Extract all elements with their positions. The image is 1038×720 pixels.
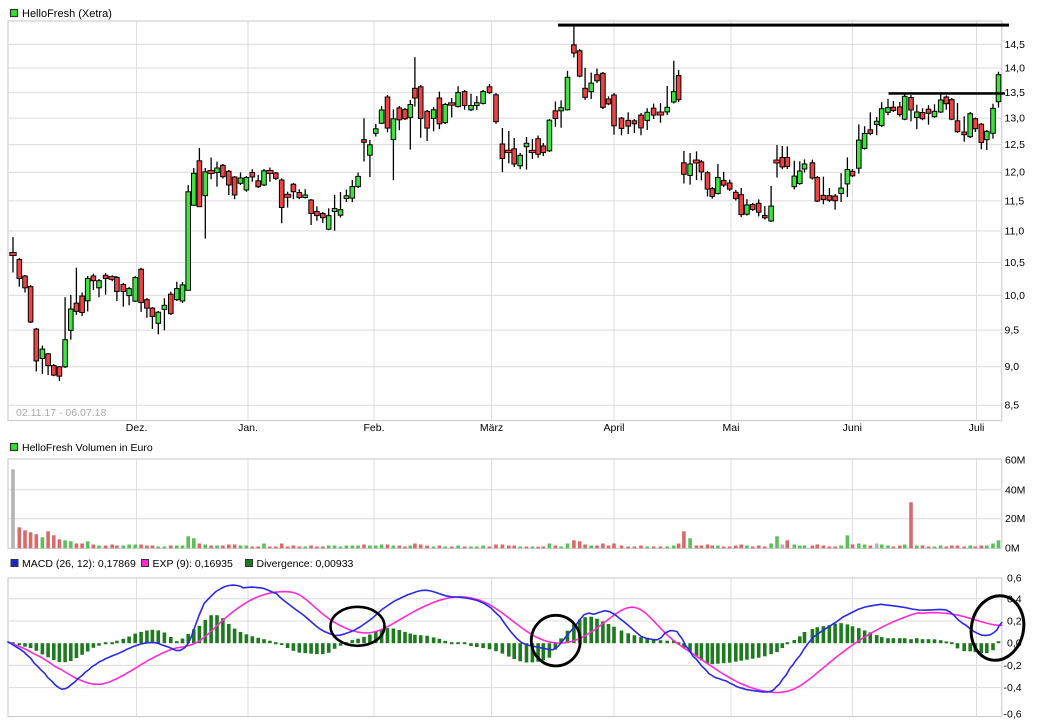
svg-text:-0,2: -0,2 (1004, 660, 1022, 672)
svg-text:12,5: 12,5 (1005, 139, 1026, 151)
svg-text:14,0: 14,0 (1005, 63, 1026, 75)
svg-text:02.11.17 - 06.07.18: 02.11.17 - 06.07.18 (16, 407, 106, 419)
svg-text:Jan.: Jan. (238, 422, 258, 434)
svg-text:10,0: 10,0 (1005, 290, 1026, 302)
svg-text:9,5: 9,5 (1005, 325, 1020, 337)
svg-text:13,0: 13,0 (1005, 113, 1026, 125)
svg-text:Juni: Juni (843, 422, 862, 434)
svg-text:-0,6: -0,6 (1004, 709, 1022, 720)
svg-text:13,5: 13,5 (1005, 87, 1026, 99)
svg-text:Juli: Juli (969, 422, 985, 434)
svg-text:40M: 40M (1005, 484, 1025, 496)
svg-text:11,0: 11,0 (1005, 226, 1025, 238)
svg-text:April: April (603, 422, 624, 434)
svg-text:8,5: 8,5 (1005, 400, 1020, 412)
svg-text:0,6: 0,6 (1007, 573, 1022, 585)
svg-text:MACD (26, 12): 0,17869: MACD (26, 12): 0,17869 (22, 558, 136, 570)
svg-text:9,0: 9,0 (1005, 361, 1020, 373)
svg-text:12,0: 12,0 (1005, 167, 1026, 179)
svg-text:März: März (480, 422, 503, 434)
svg-text:10,5: 10,5 (1005, 257, 1026, 269)
svg-text:Mai: Mai (723, 422, 740, 434)
svg-text:0M: 0M (1005, 543, 1020, 555)
svg-text:HelloFresh (Xetra): HelloFresh (Xetra) (22, 8, 112, 20)
svg-text:0,2: 0,2 (1007, 616, 1022, 628)
svg-text:-0,4: -0,4 (1004, 682, 1022, 694)
svg-text:Divergence: 0,00933: Divergence: 0,00933 (257, 558, 354, 570)
svg-text:11,5: 11,5 (1005, 195, 1025, 207)
svg-text:14,5: 14,5 (1005, 39, 1026, 51)
svg-text:Feb.: Feb. (363, 422, 384, 434)
svg-text:0,4: 0,4 (1007, 593, 1022, 605)
svg-text:Dez.: Dez. (126, 422, 148, 434)
svg-text:60M: 60M (1005, 455, 1025, 467)
svg-text:HelloFresh Volumen in Euro: HelloFresh Volumen in Euro (22, 442, 153, 454)
svg-text:EXP (9): 0,16935: EXP (9): 0,16935 (153, 558, 234, 570)
svg-text:20M: 20M (1005, 513, 1025, 525)
